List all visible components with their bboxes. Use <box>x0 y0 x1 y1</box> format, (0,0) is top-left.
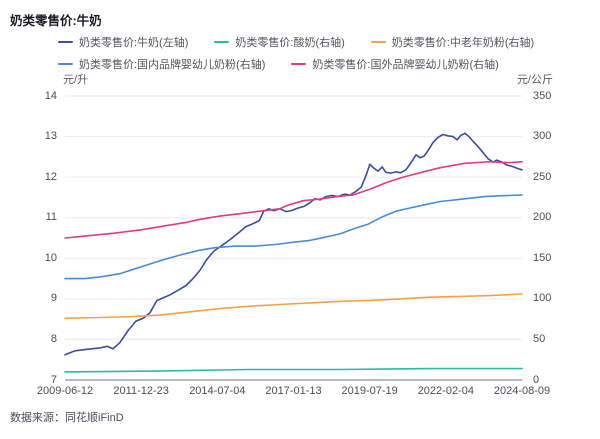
legend-marker-icon <box>370 40 386 44</box>
left-axis-tick: 13 <box>44 130 57 143</box>
legend-label: 奶类零售价:中老年奶粉(右轴) <box>391 37 535 49</box>
left-axis-tick: 7 <box>50 373 57 386</box>
legend-marker-icon <box>214 40 230 44</box>
left-axis-tick: 12 <box>44 170 57 183</box>
right-axis-tick: 300 <box>533 130 552 143</box>
left-axis-tick: 14 <box>44 89 57 102</box>
right-axis-tick: 50 <box>533 332 546 345</box>
x-axis-tick: 2011-12-23 <box>113 385 169 397</box>
legend-label: 奶类零售价:国内品牌婴幼儿奶粉(右轴) <box>79 59 266 71</box>
right-axis-tick: 350 <box>533 89 552 102</box>
left-axis-tick: 9 <box>50 292 57 305</box>
x-axis-tick: 2022-02-04 <box>417 385 474 397</box>
left-axis-tick: 11 <box>45 211 57 224</box>
right-axis-tick: 100 <box>533 292 552 305</box>
right-axis-tick: 200 <box>533 211 552 224</box>
left-axis-unit: 元/升 <box>63 74 89 86</box>
left-axis-tick: 10 <box>44 251 57 264</box>
x-axis-tick: 2017-01-13 <box>265 385 322 397</box>
legend-label: 奶类零售价:酸奶(右轴) <box>235 37 345 49</box>
legend-item-1[interactable]: 奶类零售价:酸奶(右轴) <box>214 34 345 50</box>
left-axis-tick: 8 <box>50 332 57 345</box>
legend-label: 奶类零售价:国外品牌婴幼儿奶粉(右轴) <box>312 59 499 71</box>
series-line-3[interactable] <box>64 194 523 280</box>
legend-label: 奶类零售价:牛奶(左轴) <box>79 37 189 49</box>
legend-marker-icon <box>291 62 307 66</box>
series-line-0[interactable] <box>64 132 523 356</box>
legend-marker-icon <box>58 40 73 44</box>
x-axis-tick: 2014-07-04 <box>189 385 246 397</box>
x-axis-tick: 2009-06-12 <box>36 385 94 397</box>
series-line-4[interactable] <box>64 160 523 239</box>
series-line-1[interactable] <box>64 367 523 373</box>
series-line-2[interactable] <box>64 293 523 320</box>
chart-title: 奶类零售价:牛奶 <box>10 14 102 28</box>
legend-item-2[interactable]: 奶类零售价:中老年奶粉(右轴) <box>370 34 535 50</box>
right-axis-tick: 150 <box>533 251 552 264</box>
legend-item-4[interactable]: 奶类零售价:国外品牌婴幼儿奶粉(右轴) <box>291 56 499 72</box>
legend-marker-icon <box>58 62 73 66</box>
legend-item-3[interactable]: 奶类零售价:国内品牌婴幼儿奶粉(右轴) <box>58 56 265 72</box>
legend-item-0[interactable]: 奶类零售价:牛奶(左轴) <box>58 34 188 50</box>
right-axis-tick: 250 <box>533 170 552 183</box>
right-axis-tick: 0 <box>533 373 540 386</box>
x-axis-tick: 2024-08-09 <box>493 385 551 397</box>
x-axis-tick: 2019-07-19 <box>341 385 398 397</box>
legend: 奶类零售价:牛奶(左轴) 奶类零售价:酸奶(右轴) 奶类零售价:中老年奶粉(右轴) 奶… <box>58 34 563 72</box>
right-axis-unit: 元/公斤 <box>516 74 553 86</box>
data-source-label: 数据来源：同花顺iFinD <box>10 412 124 424</box>
